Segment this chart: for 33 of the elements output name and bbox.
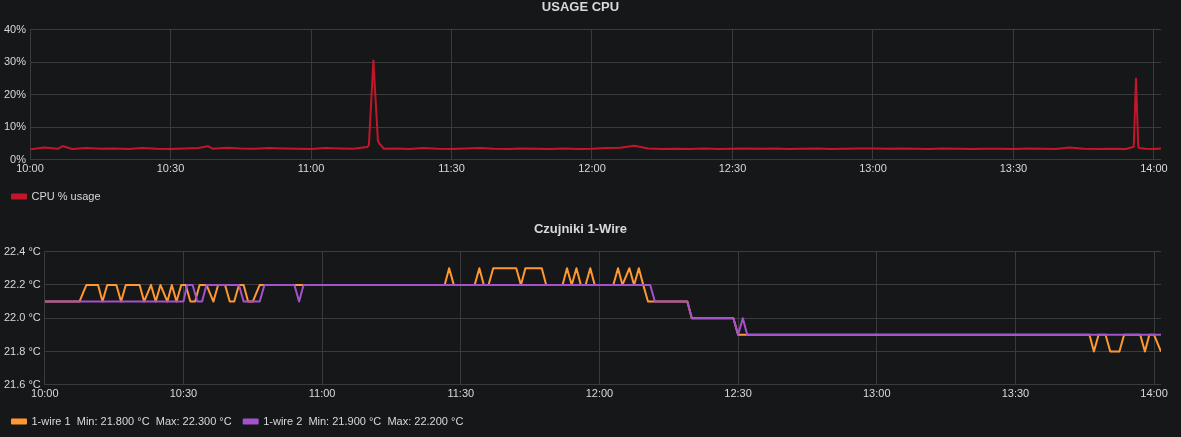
chart-title: Czujniki 1-Wire	[533, 221, 628, 237]
y-tick-label: 0%	[10, 152, 27, 165]
y-tick-label: 20%	[3, 87, 27, 100]
y-tick-label: 22.2 °C	[4, 277, 41, 290]
x-tick-label: 14:00	[1140, 387, 1168, 400]
x-tick-label: 12:00	[578, 162, 606, 175]
chart-title: USAGE CPU	[541, 0, 620, 15]
y-tick-label: 22.4 °C	[4, 244, 41, 257]
legend-label: 1-wire 1 Min: 21.800 °C Max: 22.300 °C	[31, 414, 232, 427]
x-tick-label: 11:00	[297, 162, 325, 175]
y-tick-label: 21.8 °C	[4, 344, 41, 357]
x-tick-label: 13:30	[1001, 387, 1030, 400]
y-tick-label: 30%	[3, 55, 27, 68]
x-tick-label: 13:00	[862, 387, 891, 400]
x-tick-label: 12:30	[718, 162, 747, 175]
x-tick-label: 10:30	[169, 387, 198, 400]
x-tick-label: 12:00	[585, 387, 614, 400]
y-tick-label: 22.0 °C	[4, 311, 41, 324]
x-tick-label: 10:30	[156, 162, 185, 175]
y-tick-label: 40%	[3, 22, 27, 35]
x-tick-label: 13:30	[999, 162, 1028, 175]
x-tick-label: 10:00	[16, 162, 44, 175]
legend-label: 1-wire 2 Min: 21.900 °C Max: 22.200 °C	[263, 414, 464, 427]
legend-label: CPU % usage	[31, 189, 101, 202]
y-tick-label: 21.6 °C	[4, 377, 41, 390]
y-tick-label: 10%	[3, 120, 27, 133]
x-tick-label: 13:00	[859, 162, 887, 175]
x-tick-label: 14:00	[1140, 162, 1168, 175]
x-tick-label: 10:00	[31, 387, 59, 400]
x-tick-label: 11:30	[447, 387, 475, 400]
x-tick-label: 11:30	[438, 162, 465, 175]
x-tick-label: 11:00	[308, 387, 336, 400]
x-tick-label: 12:30	[724, 387, 752, 400]
